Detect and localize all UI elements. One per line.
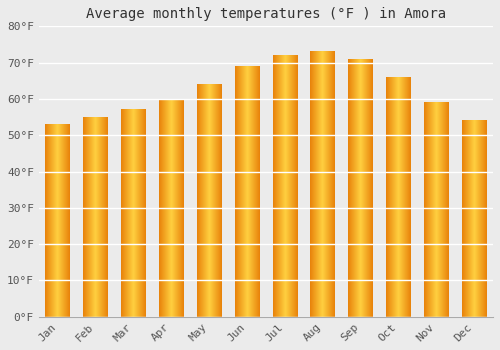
Title: Average monthly temperatures (°F ) in Amora: Average monthly temperatures (°F ) in Am…: [86, 7, 446, 21]
